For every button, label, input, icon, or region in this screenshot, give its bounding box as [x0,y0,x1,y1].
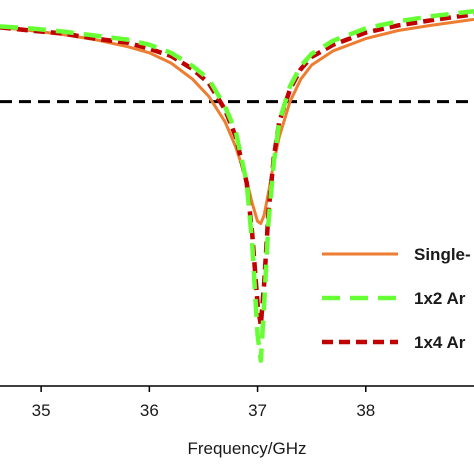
x-ticks: 35 36 37 38 [32,386,375,420]
x-tick-label-37: 37 [248,401,267,420]
series-line-1 [0,17,474,225]
x-tick-label-35: 35 [32,401,51,420]
series-line-3 [0,11,474,328]
legend-label-2: 1x2 Ar [414,289,466,308]
legend-label-3: 1x4 Ar [414,333,466,352]
series-layer [0,8,474,363]
x-tick-label-38: 38 [356,401,375,420]
series-line-2 [0,8,474,363]
legend-label-1: Single- [414,245,471,264]
x-tick-label-36: 36 [140,401,159,420]
legend: Single- 1x2 Ar 1x4 Ar [322,245,471,352]
x-axis-title: Frequency/GHz [187,439,306,458]
